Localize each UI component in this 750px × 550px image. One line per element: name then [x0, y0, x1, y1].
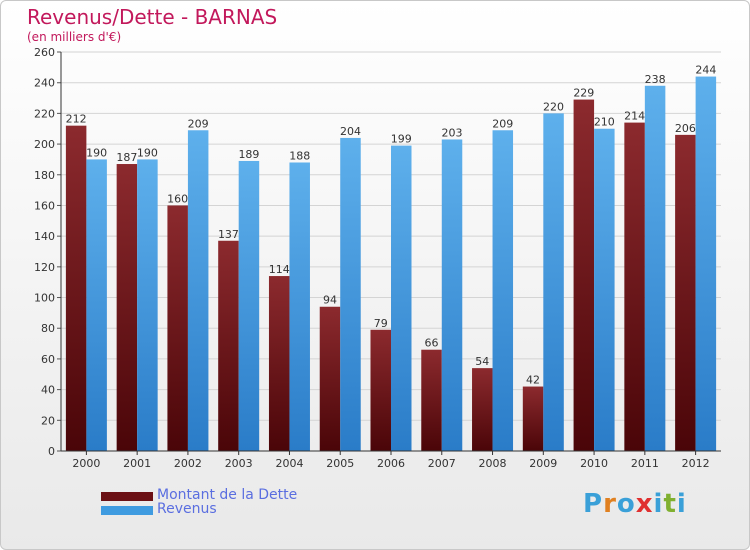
data-label-revenus: 190: [86, 146, 107, 159]
bar-revenus: [86, 159, 107, 451]
data-label-revenus: 244: [695, 64, 716, 77]
y-tick-label: 0: [48, 445, 55, 458]
legend-label-revenus: Revenus: [157, 501, 217, 517]
x-tick-label: 2007: [428, 457, 456, 470]
data-label-debt: 114: [269, 263, 290, 276]
y-tick-label: 60: [41, 353, 55, 366]
x-tick-label: 2003: [225, 457, 253, 470]
y-tick-label: 120: [34, 261, 55, 274]
logo-letter: i: [653, 489, 664, 519]
bar-revenus: [289, 162, 310, 451]
y-tick-label: 160: [34, 199, 55, 212]
bar-revenus: [187, 130, 209, 451]
bar-revenus: [238, 160, 260, 451]
data-label-revenus: 199: [391, 133, 412, 146]
logo-letter: o: [616, 489, 636, 519]
bar-debt: [472, 368, 493, 451]
bar-revenus: [441, 139, 463, 451]
bar-debt: [370, 329, 391, 451]
bar-debt: [116, 164, 138, 451]
logo-letter: i: [676, 489, 687, 519]
data-label-revenus: 210: [594, 116, 615, 129]
bar-debt: [421, 349, 442, 451]
y-tick-label: 200: [34, 138, 55, 151]
data-label-debt: 160: [167, 192, 188, 205]
bar-revenus: [492, 130, 514, 451]
bar-debt: [65, 125, 87, 452]
data-label-debt: 54: [475, 355, 489, 368]
x-tick-label: 2011: [631, 457, 659, 470]
logo-letter: x: [635, 489, 654, 519]
data-label-revenus: 188: [289, 149, 310, 162]
bar-debt: [675, 134, 696, 451]
legend-swatch-debt: [101, 492, 153, 501]
logo-letter: t: [663, 489, 677, 519]
y-tick-label: 140: [34, 230, 55, 243]
bar-revenus: [137, 159, 158, 451]
bar-debt: [624, 122, 645, 451]
x-tick-label: 2002: [174, 457, 202, 470]
data-label-revenus: 203: [442, 126, 463, 139]
bar-debt: [268, 276, 290, 451]
data-label-revenus: 189: [238, 148, 259, 161]
bar-revenus: [391, 145, 412, 451]
data-label-debt: 229: [573, 87, 594, 100]
data-label-revenus: 238: [645, 73, 666, 86]
bar-debt: [319, 306, 341, 451]
bar-debt: [573, 99, 595, 452]
x-tick-label: 2008: [479, 457, 507, 470]
data-label-revenus: 209: [492, 117, 513, 130]
data-label-debt: 206: [675, 122, 696, 135]
data-label-debt: 137: [218, 228, 239, 241]
legend-swatch-revenus: [101, 506, 153, 515]
bar-revenus: [340, 137, 361, 451]
x-tick-label: 2010: [580, 457, 608, 470]
x-tick-label: 2004: [275, 457, 303, 470]
y-tick-label: 100: [34, 292, 55, 305]
data-label-debt: 42: [526, 374, 540, 387]
data-label-debt: 94: [323, 294, 337, 307]
y-tick-label: 40: [41, 384, 55, 397]
proxiti-logo: Proxiti: [583, 489, 687, 519]
data-label-debt: 66: [425, 337, 439, 350]
data-label-revenus: 209: [188, 117, 209, 130]
x-tick-label: 2006: [377, 457, 405, 470]
data-label-revenus: 190: [137, 146, 158, 159]
logo-letter: P: [583, 489, 604, 519]
legend-label-debt: Montant de la Dette: [157, 487, 298, 503]
y-tick-label: 180: [34, 169, 55, 182]
bar-revenus: [695, 76, 717, 452]
bar-debt: [167, 205, 188, 451]
y-tick-label: 240: [34, 77, 55, 90]
y-tick-label: 80: [41, 322, 55, 335]
data-label-debt: 212: [66, 113, 87, 126]
data-label-debt: 187: [116, 151, 137, 164]
x-tick-label: 2012: [682, 457, 710, 470]
data-label-debt: 214: [624, 110, 645, 123]
x-tick-label: 2000: [72, 457, 100, 470]
bar-debt: [218, 240, 239, 451]
x-tick-label: 2001: [123, 457, 151, 470]
bar-revenus: [594, 128, 615, 451]
x-tick-label: 2005: [326, 457, 354, 470]
chart-subtitle: (en milliers d'€): [27, 30, 122, 44]
x-tick-label: 2009: [529, 457, 557, 470]
bar-revenus: [543, 113, 564, 451]
bar-revenus: [644, 85, 666, 451]
y-tick-label: 20: [41, 414, 55, 427]
data-label-revenus: 220: [543, 100, 564, 113]
data-label-revenus: 204: [340, 125, 361, 138]
y-tick-label: 260: [34, 46, 55, 59]
data-label-debt: 79: [374, 317, 388, 330]
y-tick-label: 220: [34, 107, 55, 120]
chart-title: Revenus/Dette - BARNAS: [27, 5, 278, 29]
logo-letter: r: [603, 489, 617, 519]
bar-debt: [522, 386, 544, 451]
